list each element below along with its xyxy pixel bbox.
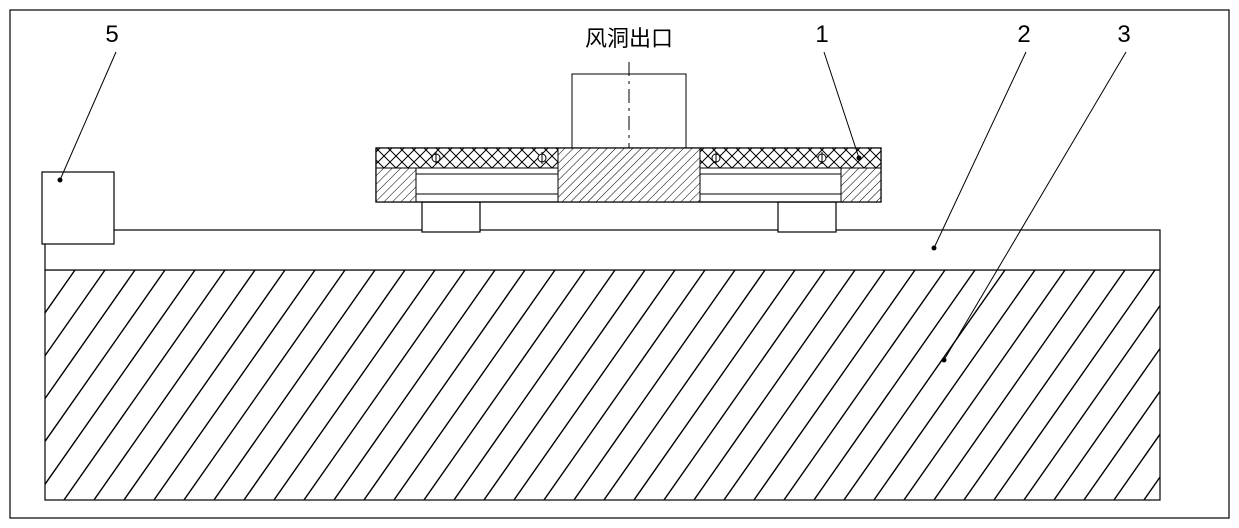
leader-1 xyxy=(824,52,859,158)
callout-5: 5 xyxy=(105,21,118,48)
apparatus-side-solid-left xyxy=(376,168,416,202)
leader-dot xyxy=(942,358,947,363)
apparatus-center-block xyxy=(558,148,700,202)
apparatus-channel-left xyxy=(416,174,558,194)
callout-2: 2 xyxy=(1017,21,1030,48)
leader-dot xyxy=(857,156,862,161)
support-block-left xyxy=(422,202,480,232)
box-5 xyxy=(42,172,114,244)
leader-2 xyxy=(934,52,1026,248)
ground-hatched xyxy=(0,270,1239,500)
callout-3: 3 xyxy=(1117,21,1130,48)
leader-dot xyxy=(932,246,937,251)
apparatus-side-solid-right xyxy=(841,168,881,202)
thin-layer xyxy=(45,230,1160,270)
leader-5 xyxy=(60,52,116,180)
leader-dot xyxy=(58,178,63,183)
apparatus-channel-right xyxy=(700,174,841,194)
callout-1: 1 xyxy=(815,21,828,48)
support-block-right xyxy=(778,202,836,232)
title-label: 风洞出口 xyxy=(585,26,673,51)
